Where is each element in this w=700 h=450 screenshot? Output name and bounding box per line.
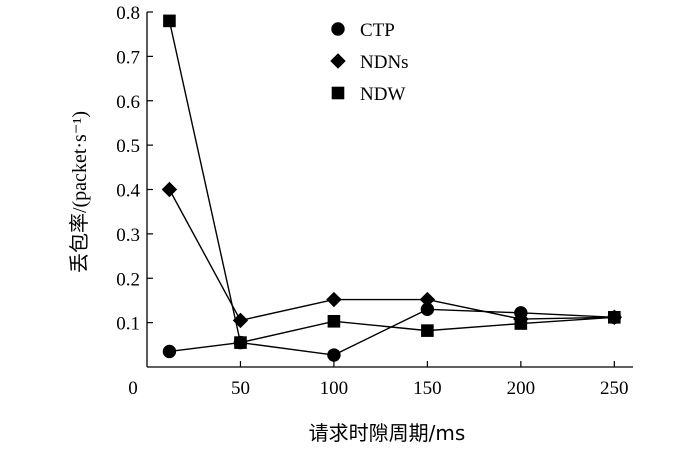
series-line [168,189,615,322]
y-tick-label: 0.8 [116,3,140,24]
x-tick-label: 150 [413,378,442,399]
y-tick-label: 0.6 [116,92,140,113]
legend-item: NDNs [330,52,409,73]
legend-item: CTP [331,20,395,41]
y-tick-label: 0.2 [116,269,140,290]
data-point [514,317,528,330]
y-tick-label: 0.4 [116,181,140,202]
legend-label: CTP [360,20,395,41]
series [161,14,623,362]
series-line [169,308,615,356]
y-tick-label: 0.7 [116,47,140,68]
data-point [163,14,176,28]
legend: CTP NDNs NDW [330,20,409,105]
y-tick-label: 0.1 [116,314,140,335]
legend-label: NDNs [360,52,409,73]
data-point [161,181,178,198]
data-point [608,311,621,324]
y-axis-title: 丢包率/(packet·s⁻¹) [68,111,91,273]
legend-label: NDW [360,84,405,105]
data-point [326,291,342,308]
data-point [327,348,341,362]
series-ndw [163,14,621,349]
ticks: 0 50 100 150 200 250 0.1 0.2 0.3 0.4 0.5 0.6 0.7 0.8 [116,3,628,399]
x-tick-label: 50 [231,378,250,399]
data-point [419,291,436,308]
x-tick-label: 0 [128,378,138,399]
x-tick-label: 250 [600,378,629,399]
series-ndns [161,181,623,329]
legend-marker [331,22,345,36]
legend-marker [330,53,346,69]
data-point [234,336,247,349]
y-tick-label: 0.5 [116,136,140,157]
x-tick-label: 100 [320,378,349,399]
legend-marker [331,86,345,100]
x-axis-title: 请求时隙周期/ms [309,421,466,445]
series-ctp [162,302,622,362]
data-point [327,314,341,328]
data-point [421,324,434,337]
series-line [168,20,615,344]
x-tick-label: 200 [507,378,536,399]
legend-item: NDW [331,84,405,105]
data-point [162,344,177,359]
y-tick-label: 0.3 [116,225,140,246]
